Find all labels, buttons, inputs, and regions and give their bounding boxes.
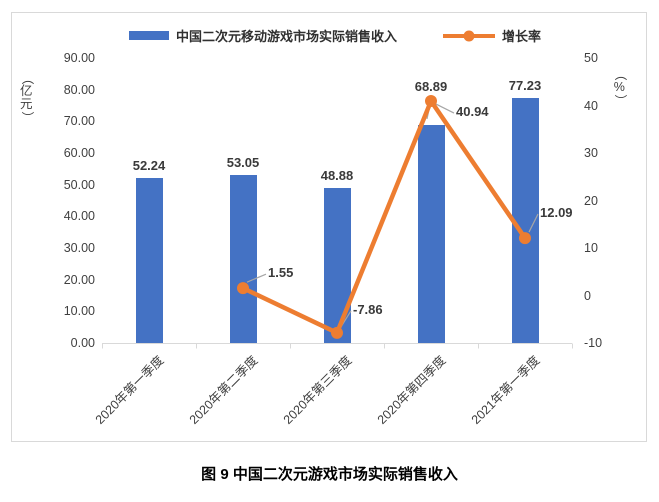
line-data-point: [237, 282, 249, 295]
left-axis-title: （亿元）: [20, 72, 34, 124]
left-axis-tick-label: 10.00: [63, 304, 95, 319]
bar: [135, 177, 163, 343]
left-axis-tick-label: 70.00: [63, 114, 95, 129]
axis-title-char: %: [613, 80, 625, 94]
chart-legend: 中国二次元移动游戏市场实际销售收入 增长率: [11, 26, 647, 45]
bar-series-swatch: [128, 31, 169, 40]
bar: [229, 175, 257, 343]
right-axis-tick-label: 30: [584, 146, 598, 160]
left-axis-tick-label: 80.00: [63, 82, 95, 97]
right-axis-tick-label: 10: [584, 241, 598, 255]
line-data-point: [331, 326, 343, 339]
line-data-label: 12.09: [540, 205, 573, 221]
legend-label-growth-rate: 增长率: [502, 29, 542, 44]
bar: [511, 98, 539, 343]
left-axis-tick-label: 50.00: [63, 177, 95, 192]
line-data-label: 1.55: [268, 265, 294, 281]
line-data-label: 40.94: [456, 104, 489, 120]
line-data-point: [519, 232, 531, 245]
left-axis-tick-label: 30.00: [63, 241, 95, 255]
line-series-swatch: [443, 30, 495, 41]
axis-title-char: 亿: [20, 84, 33, 98]
bar-data-label: 52.24: [132, 157, 166, 173]
right-axis-tick-label: 40: [584, 98, 598, 113]
right-axis-tick-label: 20: [584, 193, 598, 208]
left-axis-tick-label: 20.00: [63, 272, 95, 287]
left-axis-tick-label: 90.00: [63, 51, 95, 65]
right-axis-tick-label: 50: [584, 51, 598, 65]
line-data-label: -7.86: [353, 301, 383, 317]
bar: [417, 124, 445, 343]
bar-data-label: 48.88: [320, 168, 354, 184]
axis-title-char: 元: [20, 97, 33, 111]
legend-item-growth-rate: 增长率: [443, 26, 541, 45]
legend-label-revenue: 中国二次元移动游戏市场实际销售收入: [175, 29, 397, 44]
label-leader-line: [435, 103, 455, 114]
growth-rate-line: [240, 98, 528, 336]
figure-caption: 图 9 中国二次元游戏市场实际销售收入: [201, 466, 458, 483]
line-marker-dot: [463, 30, 475, 41]
bar-data-label: 68.89: [414, 79, 448, 95]
legend-item-revenue: 中国二次元移动游戏市场实际销售收入: [128, 26, 397, 45]
left-axis-tick-label: 40.00: [63, 209, 95, 224]
right-axis-tick-label: 0: [584, 288, 591, 303]
right-axis-title: （%）: [613, 68, 627, 107]
label-leader-line: [528, 213, 539, 233]
line-data-point: [425, 95, 437, 108]
label-leader-line: [246, 273, 267, 283]
bar: [323, 188, 351, 343]
left-axis-tick-label: 60.00: [63, 146, 95, 160]
left-axis-tick-label: 0.00: [70, 336, 95, 350]
bar-data-label: 77.23: [508, 78, 542, 94]
right-axis-tick-label: -10: [584, 336, 603, 350]
bar-data-label: 53.05: [226, 155, 260, 170]
